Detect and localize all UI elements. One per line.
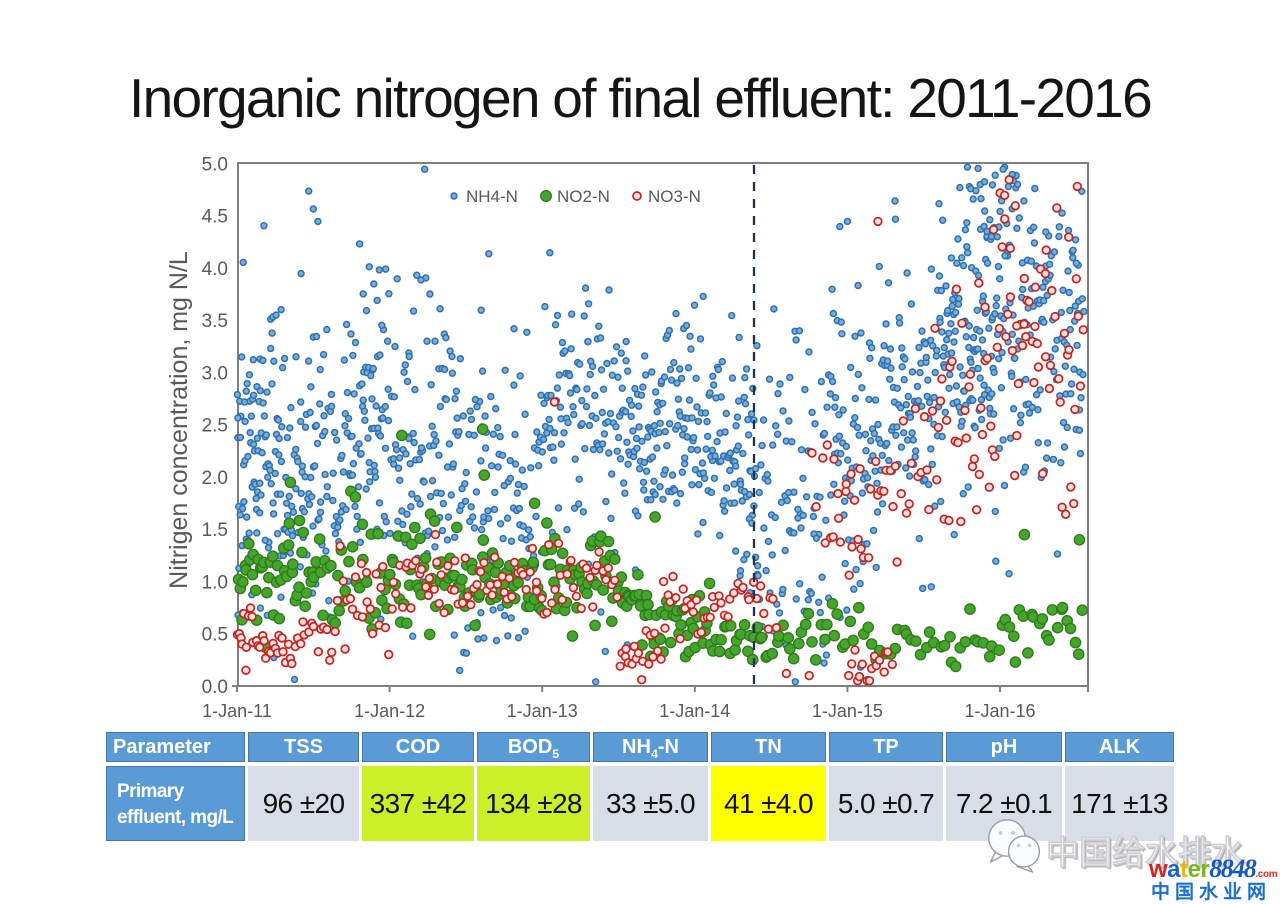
- svg-text:1.0: 1.0: [202, 572, 228, 593]
- svg-text:NO2-N: NO2-N: [557, 187, 610, 206]
- svg-text:3.0: 3.0: [202, 364, 228, 385]
- svg-text:2.0: 2.0: [202, 468, 228, 489]
- svg-text:Nitrigen concentration, mg N/L: Nitrigen concentration, mg N/L: [165, 251, 193, 589]
- svg-text:1-Jan-14: 1-Jan-14: [659, 701, 730, 721]
- svg-text:1-Jan-11: 1-Jan-11: [202, 701, 272, 721]
- svg-text:NO3-N: NO3-N: [648, 187, 701, 206]
- svg-text:0.0: 0.0: [202, 677, 228, 698]
- svg-text:2.5: 2.5: [202, 416, 228, 437]
- svg-text:1-Jan-15: 1-Jan-15: [812, 701, 883, 721]
- svg-text:4.5: 4.5: [202, 207, 228, 228]
- svg-text:1-Jan-13: 1-Jan-13: [507, 701, 578, 721]
- svg-text:4.0: 4.0: [202, 259, 228, 280]
- svg-text:1-Jan-12: 1-Jan-12: [354, 701, 425, 721]
- svg-text:1-Jan-16: 1-Jan-16: [964, 701, 1035, 721]
- svg-text:NH4-N: NH4-N: [466, 187, 518, 206]
- svg-text:1.5: 1.5: [202, 520, 228, 541]
- svg-text:3.5: 3.5: [202, 311, 228, 332]
- svg-text:5.0: 5.0: [202, 155, 228, 176]
- svg-text:0.5: 0.5: [202, 625, 228, 646]
